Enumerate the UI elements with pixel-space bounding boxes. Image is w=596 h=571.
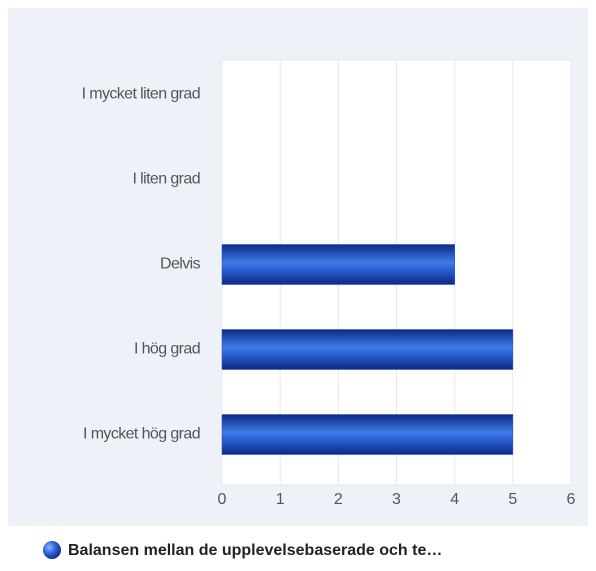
x-tick-label: 4 (450, 491, 459, 508)
legend-label: Balansen mellan de upplevelsebaserade oc… (68, 542, 442, 559)
x-tick-label: 6 (567, 491, 576, 508)
y-tick-label: I liten grad (132, 171, 200, 188)
legend-marker (43, 541, 61, 559)
plot: 0 1 2 3 4 5 6 I mycket liten grad I liten grad De… (82, 60, 576, 508)
y-tick-label: Delvis (160, 256, 201, 273)
bar (221, 244, 455, 285)
bar (221, 414, 514, 455)
bar (221, 329, 514, 370)
y-tick-label: I mycket liten grad (82, 86, 200, 103)
x-tick-label: 2 (334, 491, 343, 508)
y-tick-label: I mycket hög grad (83, 426, 200, 443)
x-tick-label: 1 (276, 491, 285, 508)
x-tick-label: 0 (218, 491, 227, 508)
x-tick-label: 5 (508, 491, 517, 508)
y-tick-label: I hög grad (134, 341, 200, 358)
x-tick-label: 3 (392, 491, 401, 508)
